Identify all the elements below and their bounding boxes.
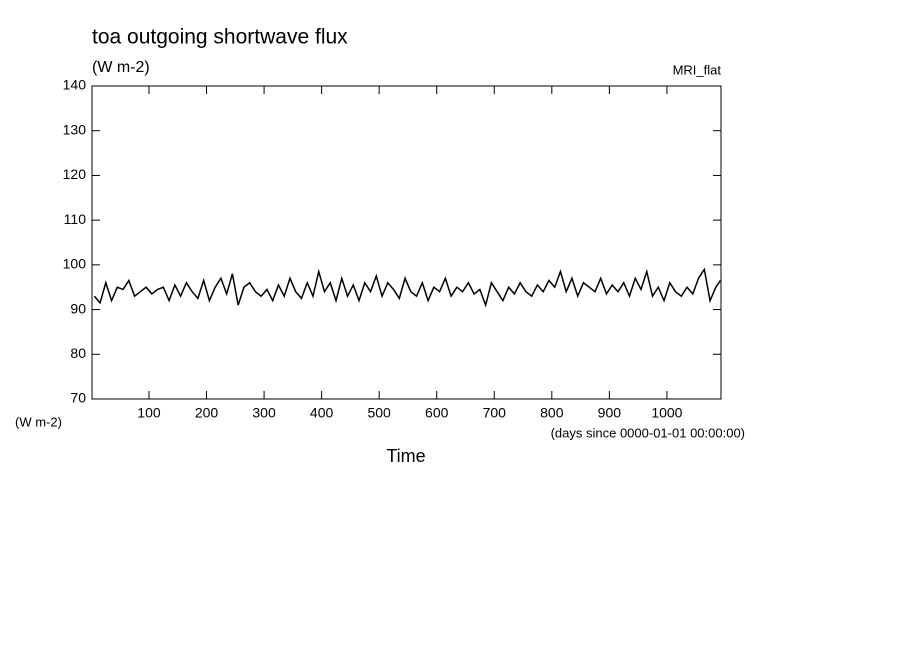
dataset-label: MRI_flat: [673, 62, 722, 77]
y-tick-label: 120: [63, 166, 87, 182]
x-tick-label: 600: [425, 405, 449, 421]
x-tick-label: 400: [310, 405, 334, 421]
x-tick-label: 200: [195, 405, 219, 421]
y-tick-label: 80: [70, 345, 86, 361]
units-label: (W m-2): [92, 59, 150, 76]
plot-frame: [91, 85, 722, 400]
x-tick-label: 300: [252, 405, 276, 421]
x-tick-label: 1000: [651, 405, 682, 421]
x-axis-label: Time: [386, 446, 425, 466]
x-tick-label: 800: [540, 405, 564, 421]
y-tick-label: 100: [63, 256, 87, 272]
y-tick-label: 70: [70, 390, 86, 406]
x-tick-label: 700: [483, 405, 507, 421]
y-tick-label: 90: [70, 300, 86, 316]
x-tick-label: 500: [367, 405, 391, 421]
y-tick-label: 140: [63, 77, 87, 93]
chart-title: toa outgoing shortwave flux: [92, 26, 348, 49]
y-tick-label: 110: [64, 211, 87, 227]
y-axis-label: (W m-2): [15, 414, 62, 429]
x-units-label: (days since 0000-01-01 00:00:00): [551, 425, 745, 440]
data-line: [93, 267, 722, 308]
x-tick-label: 100: [137, 405, 161, 421]
x-tick-label: 900: [598, 405, 622, 421]
y-tick-label: 130: [63, 121, 87, 137]
